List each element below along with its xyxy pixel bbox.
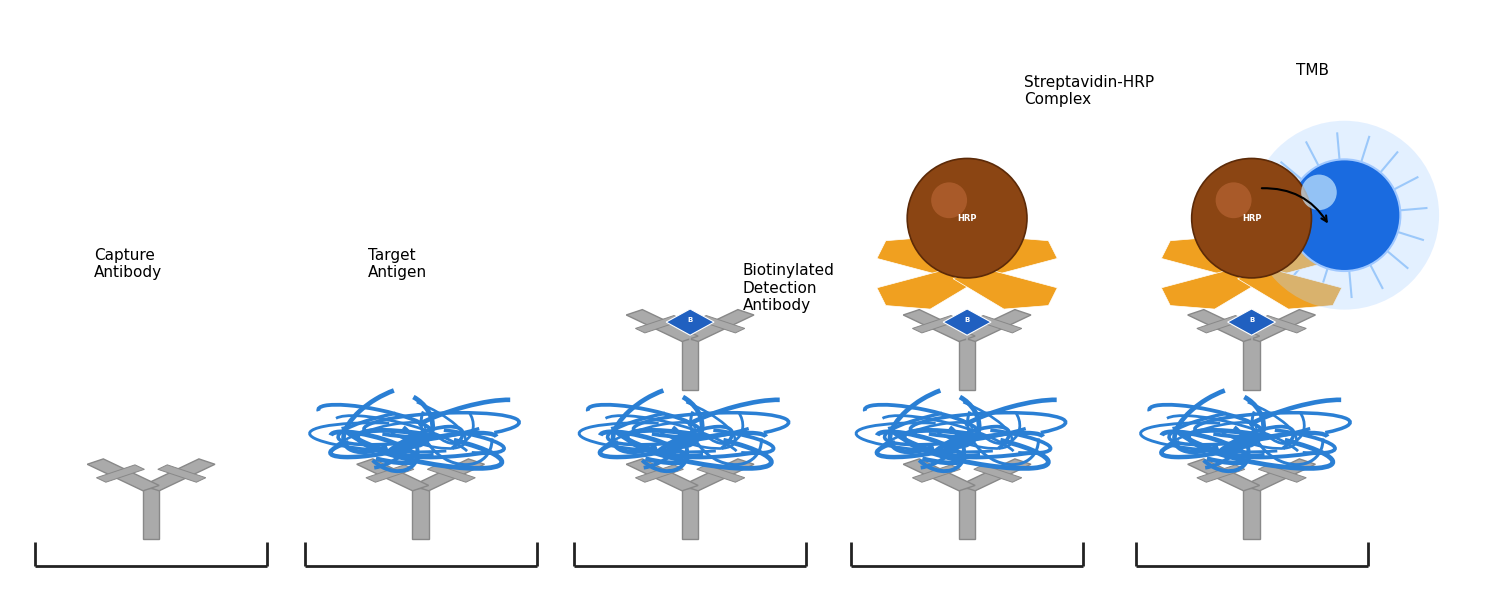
Polygon shape [698,465,746,482]
Ellipse shape [1288,160,1401,271]
Polygon shape [357,459,429,491]
Text: Target
Antigen: Target Antigen [368,248,428,280]
Polygon shape [944,309,992,335]
Polygon shape [878,237,981,278]
Bar [682,488,699,539]
Text: TMB: TMB [1296,62,1329,77]
Polygon shape [1161,268,1266,309]
Ellipse shape [1191,158,1311,278]
Polygon shape [1244,310,1316,341]
Bar [413,488,429,539]
Polygon shape [952,237,1058,278]
Bar [1244,339,1260,389]
Polygon shape [1238,268,1342,309]
Polygon shape [1197,316,1245,333]
Polygon shape [698,316,746,333]
Polygon shape [1244,459,1316,491]
Polygon shape [1188,459,1260,491]
Polygon shape [666,309,714,335]
Ellipse shape [908,158,1028,278]
Polygon shape [682,310,754,341]
Polygon shape [903,310,975,341]
Bar [958,488,975,539]
Polygon shape [903,459,975,491]
Ellipse shape [1300,175,1336,210]
Bar [958,339,975,389]
Polygon shape [636,465,684,482]
Polygon shape [958,459,1030,491]
Polygon shape [952,268,1058,309]
Polygon shape [427,465,476,482]
Ellipse shape [932,182,968,218]
Ellipse shape [1215,182,1251,218]
Text: B: B [1250,317,1254,323]
Polygon shape [636,316,684,333]
Polygon shape [627,459,698,491]
Text: Streptavidin-HRP
Complex: Streptavidin-HRP Complex [1024,75,1154,107]
Bar [1244,488,1260,539]
Polygon shape [1238,237,1342,278]
Polygon shape [158,465,206,482]
Text: HRP: HRP [957,214,976,223]
Text: Biotinylated
Detection
Antibody: Biotinylated Detection Antibody [742,263,834,313]
Polygon shape [87,459,159,491]
Polygon shape [1227,309,1275,335]
Polygon shape [627,310,698,341]
Text: B: B [964,317,969,323]
Text: B: B [687,317,693,323]
Polygon shape [142,459,214,491]
Polygon shape [958,310,1030,341]
Polygon shape [1188,310,1260,341]
Polygon shape [878,268,981,309]
Polygon shape [1258,316,1306,333]
Polygon shape [96,465,144,482]
Polygon shape [974,465,1022,482]
Text: A: A [963,269,970,278]
Polygon shape [366,465,414,482]
Ellipse shape [1250,121,1438,310]
Polygon shape [413,459,485,491]
Text: A: A [1248,269,1256,278]
Bar [142,488,159,539]
Polygon shape [974,316,1022,333]
Polygon shape [1258,465,1306,482]
Polygon shape [1161,237,1266,278]
Bar [682,339,699,389]
Polygon shape [1197,465,1245,482]
Polygon shape [912,465,960,482]
Polygon shape [682,459,754,491]
Text: Capture
Antibody: Capture Antibody [94,248,162,280]
Polygon shape [912,316,960,333]
Text: HRP: HRP [1242,214,1262,223]
